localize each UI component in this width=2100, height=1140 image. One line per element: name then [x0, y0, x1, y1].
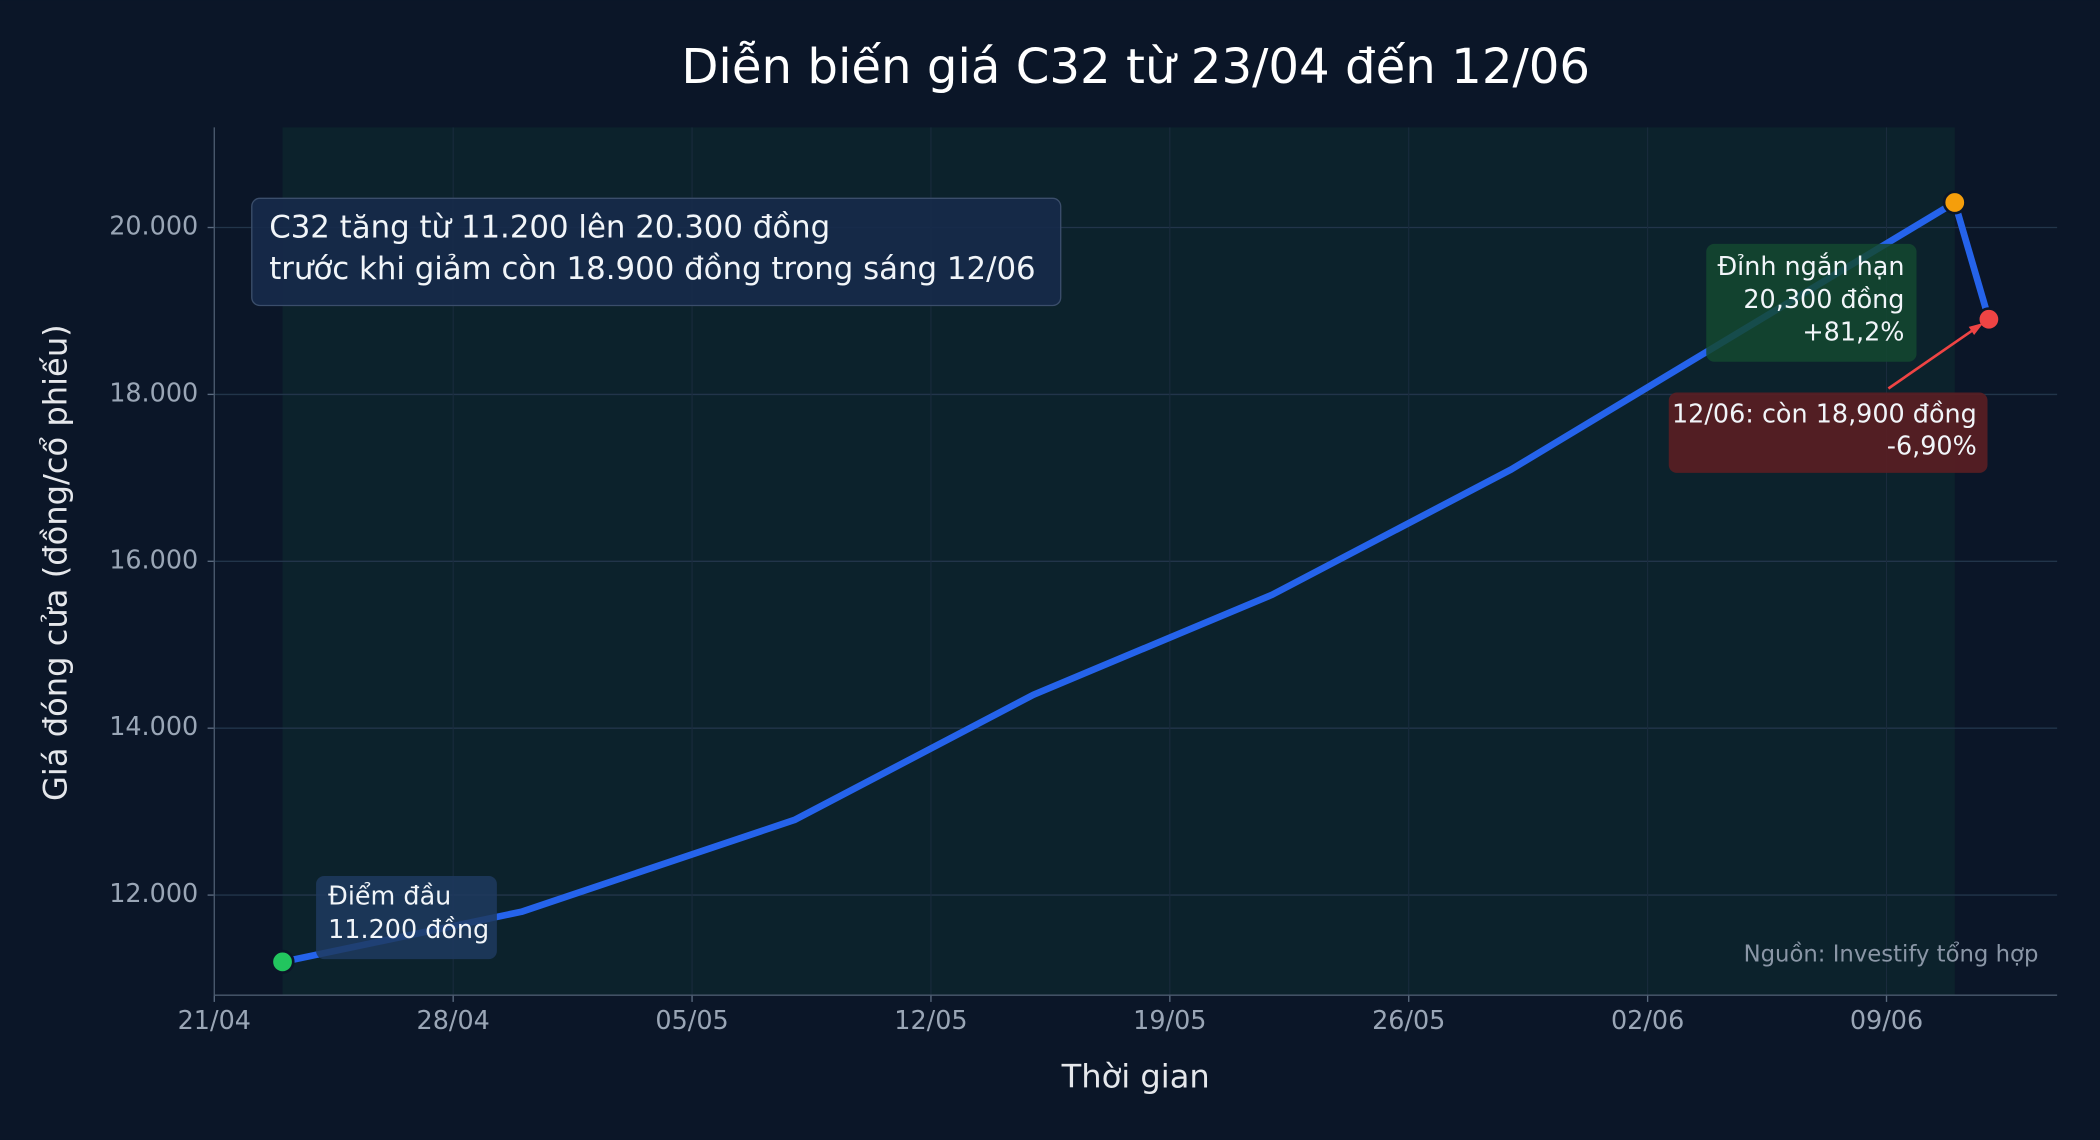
annotation-text: -6,90% — [1887, 430, 1977, 460]
x-tick-label: 28/04 — [417, 1005, 490, 1035]
x-tick-label: 09/06 — [1850, 1005, 1923, 1035]
y-tick-label: 16.000 — [109, 544, 198, 574]
annotation-box — [1706, 243, 1917, 362]
annotation-text: +81,2% — [1802, 317, 1904, 347]
point-marker — [270, 949, 295, 974]
y-tick-label: 12.000 — [109, 878, 198, 908]
annotation-text: 20,300 đồng — [1743, 284, 1904, 314]
annotation-text: C32 tăng từ 11.200 lên 20.300 đồng — [269, 210, 830, 246]
x-tick-label: 21/04 — [178, 1005, 251, 1035]
x-tick-label: 26/05 — [1372, 1005, 1445, 1035]
x-tick-label: 12/05 — [894, 1005, 967, 1035]
y-tick-label: 14.000 — [109, 711, 198, 741]
y-tick-label: 20.000 — [109, 211, 198, 241]
y-axis-label: Giá đóng cửa (đồng/cổ phiếu) — [37, 324, 75, 801]
y-tick-label: 18.000 — [109, 377, 198, 407]
annotation-text: 11.200 đồng — [328, 914, 489, 944]
x-axis-label: Thời gian — [1061, 1057, 1210, 1095]
annotation-text: trước khi giảm còn 18.900 đồng trong sán… — [269, 251, 1035, 287]
annotation-box — [1668, 392, 1988, 473]
annotation-box — [316, 876, 497, 960]
annotation-text: Điểm đầu — [328, 880, 451, 910]
annotation-box — [251, 197, 1062, 307]
annotation-text: 12/06: còn 18,900 đồng — [1672, 398, 1977, 428]
annotation-text: Đỉnh ngắn hạn — [1717, 251, 1904, 281]
chart-title: Diễn biến giá C32 từ 23/04 đến 12/06 — [681, 39, 1590, 95]
x-tick-label: 02/06 — [1611, 1005, 1684, 1035]
point-marker — [1976, 307, 2001, 332]
source-note: Nguồn: Investify tổng hợp — [1744, 942, 2039, 968]
annotation-arrow — [1887, 324, 1981, 390]
x-tick-label: 05/05 — [655, 1005, 728, 1035]
point-marker — [1942, 190, 1967, 215]
x-tick-label: 19/05 — [1133, 1005, 1206, 1035]
annotation-arrowhead — [1968, 322, 1984, 335]
